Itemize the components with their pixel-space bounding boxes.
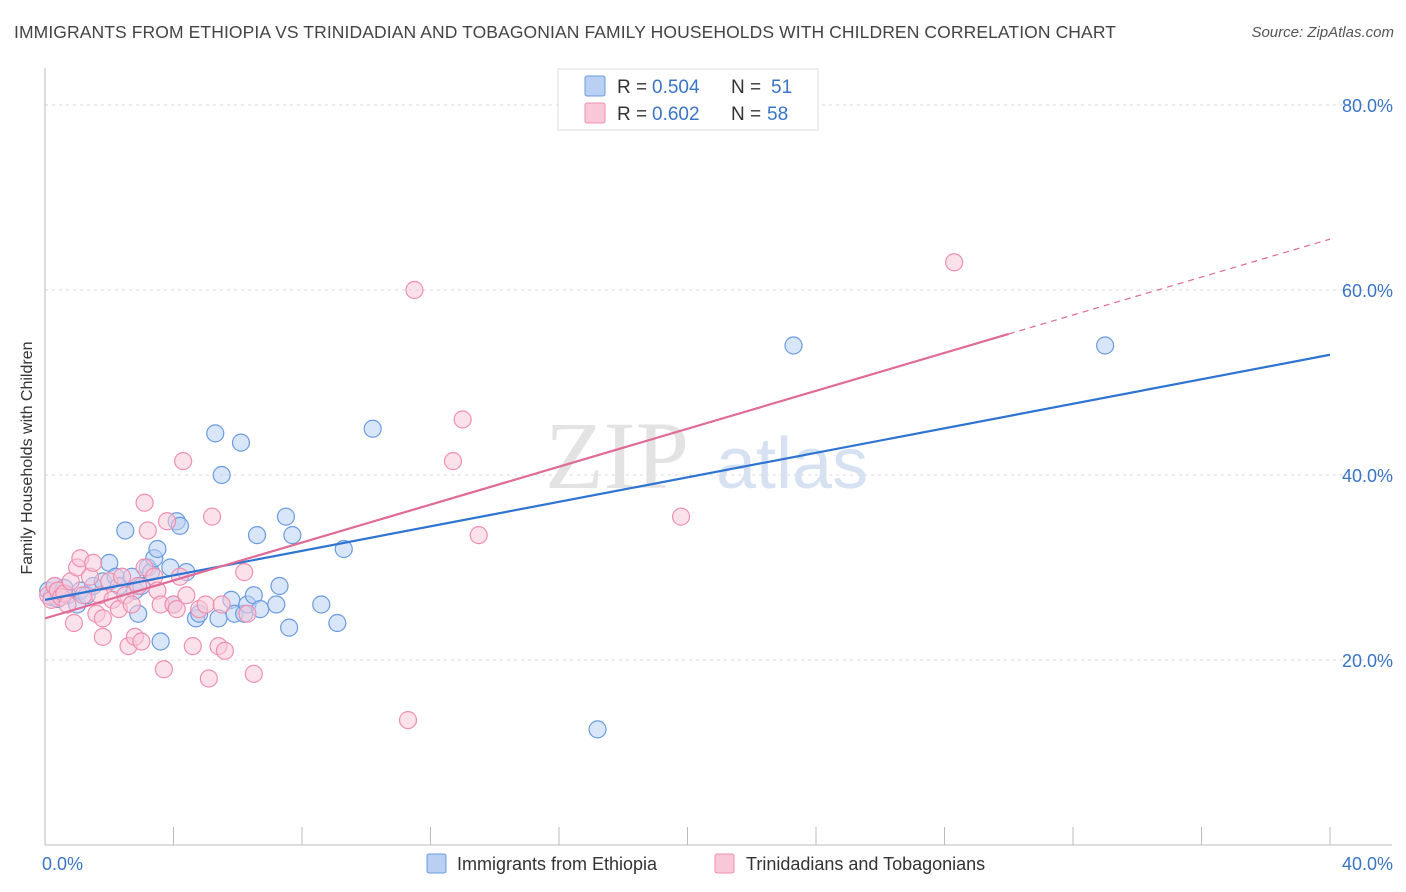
tick-labels-layer: 20.0% 40.0% 60.0% 80.0% 0.0% 40.0%	[42, 96, 1393, 874]
bottom-legend-swatch-ethiopia	[426, 853, 447, 874]
legend-r-label-1: R =	[617, 77, 647, 98]
point-series-2	[93, 609, 112, 628]
point-series-2	[122, 595, 141, 614]
point-series-2	[212, 595, 231, 614]
point-series-2	[945, 253, 964, 272]
point-series-1	[283, 526, 302, 545]
y-tick-label: 40.0%	[1342, 466, 1393, 486]
point-series-1	[363, 419, 382, 438]
legend-n-label-1: N =	[731, 77, 761, 98]
point-series-1	[151, 632, 170, 651]
legend-n-value-2: 58	[767, 104, 788, 125]
point-series-1	[270, 576, 289, 596]
point-series-1	[280, 618, 299, 637]
y-tick-label: 60.0%	[1342, 281, 1393, 301]
point-series-2	[157, 512, 177, 531]
point-series-2	[244, 664, 263, 683]
trendline-series-2	[44, 332, 1010, 620]
point-series-2	[443, 452, 463, 471]
point-series-1	[212, 465, 231, 485]
point-series-2	[132, 632, 151, 651]
trendline-extension-series-2	[1008, 238, 1331, 335]
point-series-2	[183, 637, 202, 656]
legend-r-value-2: 0.602	[652, 104, 700, 125]
point-series-1	[206, 424, 225, 443]
point-series-2	[174, 452, 193, 471]
axes-layer	[44, 68, 1392, 846]
point-series-2	[398, 711, 418, 730]
legend: R = 0.504 N = 51 R = 0.602 N = 58	[557, 68, 819, 131]
point-series-2	[215, 641, 234, 660]
point-series-2	[167, 600, 186, 619]
point-series-1	[1096, 336, 1115, 355]
point-series-2	[405, 280, 424, 300]
bottom-legend-label-trinidad: Trinidadians and Tobagonians	[746, 854, 985, 874]
point-series-1	[247, 526, 267, 545]
point-series-2	[202, 507, 222, 526]
bottom-legend: Immigrants from Ethiopia Trinidadians an…	[426, 853, 985, 874]
point-series-1	[784, 336, 803, 355]
point-series-1	[588, 720, 607, 739]
point-series-1	[267, 595, 286, 614]
point-series-2	[138, 521, 157, 540]
watermark: ZIP atlas	[545, 402, 868, 509]
point-series-2	[196, 595, 215, 614]
y-tick-label: 80.0%	[1342, 96, 1393, 116]
chart-source: Source: ZipAtlas.com	[1251, 24, 1394, 41]
legend-r-label-2: R =	[617, 104, 647, 125]
point-series-2	[235, 563, 254, 582]
y-tick-label: 20.0%	[1342, 651, 1393, 671]
point-series-1	[328, 613, 347, 633]
point-series-1	[116, 521, 135, 540]
chart-title: IMMIGRANTS FROM ETHIOPIA VS TRINIDADIAN …	[14, 22, 1117, 42]
watermark-zip: ZIP	[545, 402, 689, 509]
point-series-1	[231, 433, 251, 452]
point-series-1	[148, 539, 167, 559]
watermark-atlas: atlas	[716, 424, 868, 504]
trend-layer	[44, 238, 1331, 620]
trendline-series-1	[44, 353, 1331, 601]
point-series-2	[199, 669, 218, 688]
x-tick-label: 40.0%	[1342, 854, 1393, 874]
legend-n-value-1: 51	[771, 77, 792, 98]
y-axis-title: Family Households with Children	[19, 342, 36, 575]
point-series-1	[276, 507, 296, 526]
legend-swatch-trinidad	[584, 102, 606, 124]
point-series-2	[93, 627, 112, 646]
point-series-2	[469, 526, 488, 545]
point-series-2	[135, 493, 154, 512]
x-tick-label: 0.0%	[42, 854, 83, 874]
point-series-2	[154, 660, 173, 679]
point-series-2	[671, 507, 691, 526]
bottom-legend-swatch-trinidad	[714, 853, 735, 874]
grid-layer	[45, 104, 1392, 661]
point-series-2	[64, 613, 84, 633]
point-series-2	[74, 586, 93, 605]
point-series-2	[453, 410, 472, 429]
legend-swatch-ethiopia	[584, 75, 606, 97]
point-series-2	[177, 586, 196, 605]
point-series-2	[84, 553, 103, 572]
points-layer	[39, 253, 1115, 739]
legend-r-value-1: 0.504	[652, 77, 700, 98]
point-series-1	[312, 595, 331, 614]
legend-n-label-2: N =	[731, 104, 761, 125]
point-series-2	[112, 567, 132, 586]
point-series-2	[238, 604, 257, 623]
bottom-legend-label-ethiopia: Immigrants from Ethiopia	[457, 854, 658, 874]
